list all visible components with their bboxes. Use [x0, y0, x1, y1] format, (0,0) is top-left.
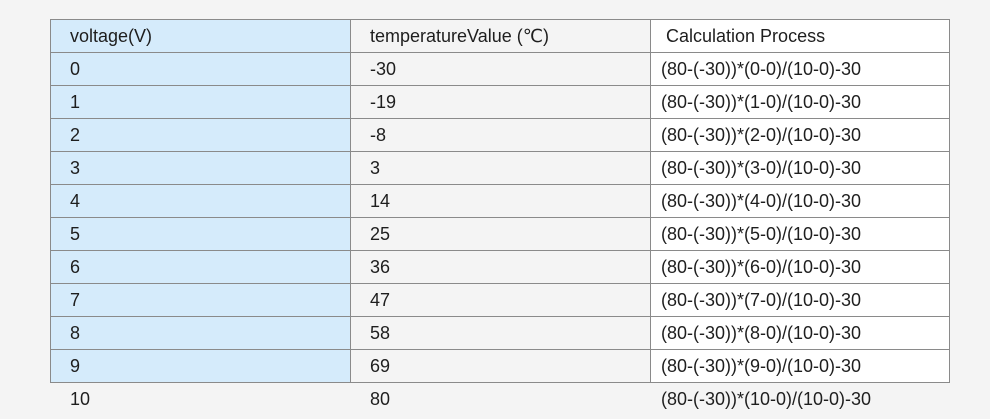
- table-cell: -19: [350, 85, 651, 119]
- table-cell: 0: [50, 52, 351, 86]
- table-cell: 3: [50, 151, 351, 185]
- table-cell: (80-(-30))*(3-0)/(10-0)-30: [650, 151, 950, 185]
- table-cell: 6: [50, 250, 351, 284]
- table-cell: (80-(-30))*(9-0)/(10-0)-30: [650, 349, 950, 383]
- table-cell: -30: [350, 52, 651, 86]
- table-cell: 4: [50, 184, 351, 218]
- table-cell: (80-(-30))*(1-0)/(10-0)-30: [650, 85, 950, 119]
- table-cell: 69: [350, 349, 651, 383]
- table-cell: 1: [50, 85, 351, 119]
- table-cell: (80-(-30))*(0-0)/(10-0)-30: [650, 52, 950, 86]
- table-cell: 10: [70, 389, 91, 409]
- table-cell: (80-(-30))*(10-0)/(10-0)-30: [661, 389, 872, 409]
- table-cell: 58: [350, 316, 651, 350]
- header-cell: Calculation Process: [650, 19, 950, 53]
- table-cell: (80-(-30))*(4-0)/(10-0)-30: [650, 184, 950, 218]
- table-cell: 3: [350, 151, 651, 185]
- table-cell: (80-(-30))*(8-0)/(10-0)-30: [650, 316, 950, 350]
- table-cell: 25: [350, 217, 651, 251]
- table-cell: 80: [370, 389, 391, 409]
- table-cell: -8: [350, 118, 651, 152]
- table-cell: 8: [50, 316, 351, 350]
- header-cell: voltage(V): [50, 19, 351, 53]
- table-cell: (80-(-30))*(2-0)/(10-0)-30: [650, 118, 950, 152]
- table-cell: (80-(-30))*(5-0)/(10-0)-30: [650, 217, 950, 251]
- table-cell: 5: [50, 217, 351, 251]
- table-cell: 2: [50, 118, 351, 152]
- table-cell: 9: [50, 349, 351, 383]
- table-cell: 7: [50, 283, 351, 317]
- table-cell: (80-(-30))*(6-0)/(10-0)-30: [650, 250, 950, 284]
- table-cell: 47: [350, 283, 651, 317]
- table-cell: (80-(-30))*(7-0)/(10-0)-30: [650, 283, 950, 317]
- header-cell: temperatureValue (℃): [350, 19, 651, 53]
- table-cell: 36: [350, 250, 651, 284]
- table-cell: 14: [350, 184, 651, 218]
